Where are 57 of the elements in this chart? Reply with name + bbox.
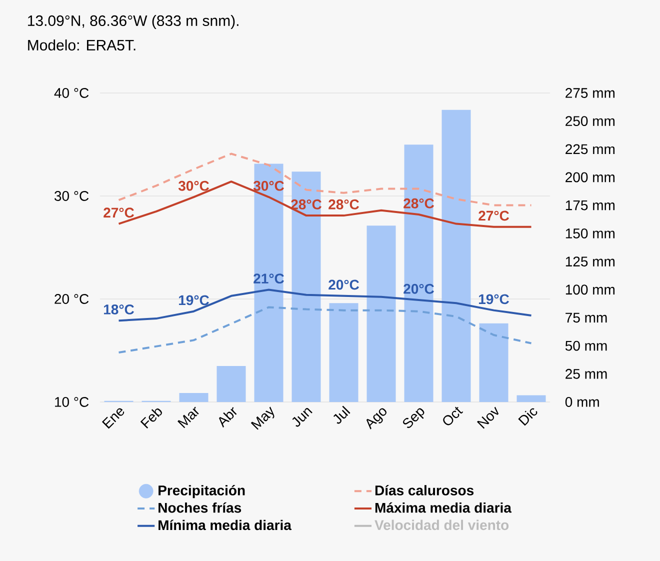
data-label: 20°C <box>328 280 360 290</box>
legend-label: Velocidad del viento <box>374 520 509 530</box>
data-label: 30°C <box>253 180 284 191</box>
y2-tick-label: 75 mm <box>566 312 607 323</box>
bar <box>292 172 321 402</box>
bar <box>404 144 434 402</box>
y2-tick-label: 200 mm <box>566 172 615 182</box>
y-tick-label: 40 °C <box>54 88 89 98</box>
x-tick-label: May <box>250 406 274 430</box>
x-tick-label: Abr <box>219 407 237 428</box>
legend-label: Mínima media diaria <box>158 520 292 530</box>
y2-tick-label: 50 mm <box>565 340 607 351</box>
data-label: 19°C <box>478 294 510 304</box>
y-tick-label: 10 °C <box>55 397 89 407</box>
y-tick-label: 30 °C <box>54 191 89 201</box>
y2-tick-label: 250 mm <box>566 116 615 126</box>
x-tick-label: Feb <box>140 408 162 429</box>
bar <box>329 303 358 402</box>
y2-tick-label: 125 mm <box>566 256 615 266</box>
x-tick-label: Ago <box>366 408 386 430</box>
chart-subtitle: Modelo: ERA5T. <box>28 39 136 50</box>
data-label: 28°C <box>291 199 322 210</box>
bar <box>179 392 208 402</box>
legend-label: Días calurosos <box>375 484 474 496</box>
data-label: 28°C <box>328 199 360 210</box>
bar <box>479 323 508 402</box>
legend-label: Noches frías <box>158 502 242 513</box>
y2-tick-label: 275 mm <box>566 88 615 98</box>
legend-label: Máxima media diaria <box>375 502 512 513</box>
data-label: 28°C <box>404 198 434 208</box>
legend-label: Precipitación <box>158 484 245 498</box>
bar <box>366 226 396 402</box>
x-tick-label: Nov <box>476 406 499 429</box>
x-tick-label: Sep <box>403 408 424 428</box>
y2-tick-label: 100 mm <box>566 284 615 295</box>
x-tick-label: Mar <box>178 406 199 428</box>
bar <box>442 110 471 402</box>
bar <box>516 395 546 402</box>
data-label: 27°C <box>104 208 134 218</box>
y2-tick-label: 0 mm <box>565 397 599 407</box>
x-tick-label: Dic <box>518 408 538 426</box>
y2-tick-label: 175 mm <box>566 200 615 210</box>
data-label: 19°C <box>178 295 210 306</box>
y2-tick-label: 225 mm <box>566 144 615 154</box>
x-tick-label: Oct <box>443 406 464 426</box>
x-tick-label: Ene <box>102 408 124 429</box>
y2-tick-label: 25 mm <box>566 368 607 379</box>
data-label: 18°C <box>104 304 134 314</box>
data-label: 30°C <box>178 180 210 191</box>
data-label: 27°C <box>478 210 510 221</box>
y2-tick-label: 150 mm <box>566 228 615 238</box>
y-tick-label: 20 °C <box>54 294 89 304</box>
chart-title: 13.09°N, 86.36°W (833 m snm). <box>28 15 238 29</box>
x-tick-label: Jul <box>333 406 350 424</box>
bar <box>216 366 246 402</box>
x-tick-label: Jun <box>292 408 312 427</box>
bar <box>254 164 284 402</box>
